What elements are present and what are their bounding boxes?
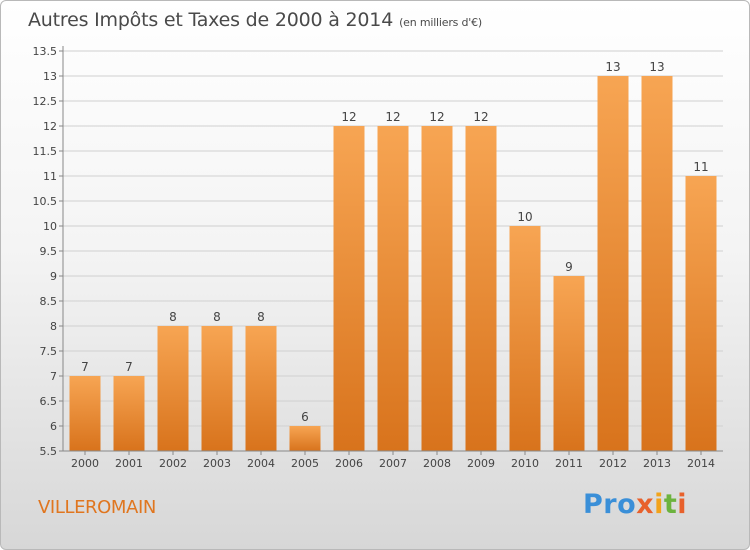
y-tick-label: 13.5 (33, 45, 58, 58)
x-tick-label: 2008 (423, 457, 451, 470)
x-tick-label: 2006 (335, 457, 363, 470)
y-tick-label: 11 (43, 170, 57, 183)
title-text: Autres Impôts et Taxes de 2000 à 2014 (28, 9, 394, 31)
bar-2012 (597, 76, 629, 451)
bar-value-label: 8 (169, 310, 177, 324)
y-tick-label: 6.5 (40, 395, 58, 408)
logo-part-3: i (654, 489, 664, 520)
bar-2004 (245, 326, 277, 451)
bar-value-label: 6 (301, 410, 309, 424)
x-tick-label: 2014 (687, 457, 715, 470)
x-tick-label: 2001 (115, 457, 143, 470)
bar-value-label: 9 (565, 260, 573, 274)
title-unit: (en milliers d'€) (399, 16, 482, 29)
x-tick-label: 2005 (291, 457, 319, 470)
y-tick-label: 12.5 (33, 95, 58, 108)
x-tick-label: 2012 (599, 457, 627, 470)
y-tick-label: 9 (50, 270, 57, 283)
bar-value-label: 8 (213, 310, 221, 324)
commune-name: VILLEROMAIN (38, 497, 156, 518)
x-tick-label: 2007 (379, 457, 407, 470)
y-tick-label: 8 (50, 320, 57, 333)
bar-2009 (465, 126, 497, 451)
bar-value-label: 11 (693, 160, 708, 174)
bar-value-label: 13 (605, 60, 620, 74)
logo-part-5: i (677, 489, 688, 520)
bar-2010 (509, 226, 541, 451)
bar-2002 (157, 326, 189, 451)
bar-value-label: 12 (473, 110, 488, 124)
y-tick-label: 8.5 (40, 295, 58, 308)
bar-value-label: 12 (385, 110, 400, 124)
bar-2014 (685, 176, 717, 451)
bar-value-label: 7 (81, 360, 89, 374)
bar-2003 (201, 326, 233, 451)
y-tick-label: 13 (43, 70, 57, 83)
bar-value-label: 13 (649, 60, 664, 74)
bar-2005 (289, 426, 321, 451)
y-tick-label: 6 (50, 420, 57, 433)
bar-value-label: 8 (257, 310, 265, 324)
y-tick-label: 10.5 (33, 195, 58, 208)
x-tick-label: 2011 (555, 457, 583, 470)
y-tick-label: 5.5 (40, 445, 58, 458)
logo-part-2: x (636, 489, 655, 520)
x-tick-label: 2002 (159, 457, 187, 470)
bar-2013 (641, 76, 673, 451)
bars: 7 7 8 8 8 6 12 12 12 12 10 9 13 13 11 (69, 60, 717, 451)
x-tick-label: 2004 (247, 457, 275, 470)
chart-title: Autres Impôts et Taxes de 2000 à 2014 (en… (28, 9, 482, 31)
bar-value-label: 7 (125, 360, 133, 374)
bar-2007 (377, 126, 409, 451)
y-tick-label: 7.5 (40, 345, 58, 358)
axes: 5.5 6 6.5 7 7.5 8 8.5 9 9.5 10 10.5 11 11.5 12 12.5 13 1… (33, 45, 723, 470)
x-tick-label: 2013 (643, 457, 671, 470)
bar-2000 (69, 376, 101, 451)
proxiti-logo[interactable]: Proxiti (583, 489, 687, 520)
bar-2001 (113, 376, 145, 451)
bar-2008 (421, 126, 453, 451)
x-tick-label: 2009 (467, 457, 495, 470)
logo-part-4: t (663, 489, 678, 520)
x-tick-label: 2000 (71, 457, 99, 470)
bar-value-label: 12 (341, 110, 356, 124)
logo-part-1: Pro (583, 489, 637, 520)
y-tick-label: 7 (50, 370, 57, 383)
y-tick-label: 11.5 (33, 145, 58, 158)
x-tick-label: 2003 (203, 457, 231, 470)
bar-value-label: 12 (429, 110, 444, 124)
x-tick-label: 2010 (511, 457, 539, 470)
bar-value-label: 10 (517, 210, 532, 224)
bar-2011 (553, 276, 585, 451)
y-tick-label: 10 (43, 220, 57, 233)
bar-2006 (333, 126, 365, 451)
y-tick-label: 12 (43, 120, 57, 133)
y-tick-label: 9.5 (40, 245, 58, 258)
